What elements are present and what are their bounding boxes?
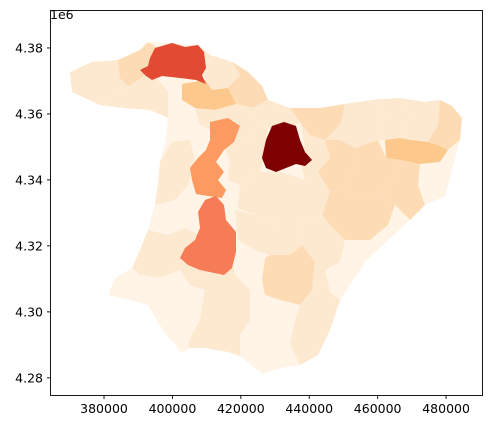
map-region <box>262 245 315 305</box>
map-region <box>240 280 300 374</box>
map-region <box>182 80 236 110</box>
x-tick-label: 440000 <box>285 401 333 416</box>
x-tick-label: 380000 <box>80 401 128 416</box>
map-region <box>232 240 265 290</box>
map-region <box>228 62 268 108</box>
map-region <box>238 172 330 225</box>
map-region-hotspot <box>262 122 312 172</box>
x-axis: 380000 400000 420000 440000 460000 480000 <box>80 395 470 416</box>
map-region <box>158 285 205 348</box>
map-region <box>252 100 300 130</box>
highlight-layer <box>140 43 312 275</box>
map-region <box>385 138 448 164</box>
plot-frame <box>50 10 483 396</box>
x-tick-label: 460000 <box>354 401 402 416</box>
map-region <box>185 270 250 356</box>
map-region <box>325 100 385 148</box>
map-region <box>322 188 395 240</box>
map-region <box>155 140 195 205</box>
map-region <box>148 185 200 235</box>
map-region <box>198 45 240 90</box>
regions-layer <box>70 42 462 374</box>
map-region <box>400 98 440 142</box>
map-region <box>428 100 462 150</box>
y-tick-label: 4.36 <box>15 106 43 121</box>
y-offset-label: 1e6 <box>50 7 74 22</box>
map-region <box>290 104 345 140</box>
y-tick-label: 4.32 <box>15 238 43 253</box>
map-region <box>418 140 460 205</box>
map-region <box>118 42 158 86</box>
map-region <box>108 268 190 322</box>
y-tick-label: 4.28 <box>15 370 43 385</box>
map-region-north <box>140 43 206 84</box>
map-region-central-south <box>180 196 236 275</box>
x-tick-label: 420000 <box>217 401 265 416</box>
map-region <box>345 140 400 200</box>
map-region <box>370 205 410 240</box>
map-region <box>372 98 410 140</box>
map-region <box>300 215 345 270</box>
map-region <box>300 122 330 180</box>
map-region <box>290 262 340 365</box>
y-tick-label: 4.38 <box>15 40 43 55</box>
map-region <box>225 125 268 185</box>
map-region <box>325 240 388 300</box>
y-axis: 4.28 4.30 4.32 4.34 4.36 4.38 <box>15 40 51 385</box>
map-region-central-strip <box>190 118 240 198</box>
map-region <box>318 140 355 192</box>
map-region <box>132 228 200 278</box>
x-tick-label: 400000 <box>149 401 197 416</box>
map-region <box>235 210 302 255</box>
y-tick-label: 4.34 <box>15 172 43 187</box>
map-region <box>150 66 200 142</box>
y-tick-label: 4.30 <box>15 304 43 319</box>
map-region <box>380 160 425 220</box>
map-region <box>174 330 190 352</box>
x-tick-label: 480000 <box>422 401 470 416</box>
